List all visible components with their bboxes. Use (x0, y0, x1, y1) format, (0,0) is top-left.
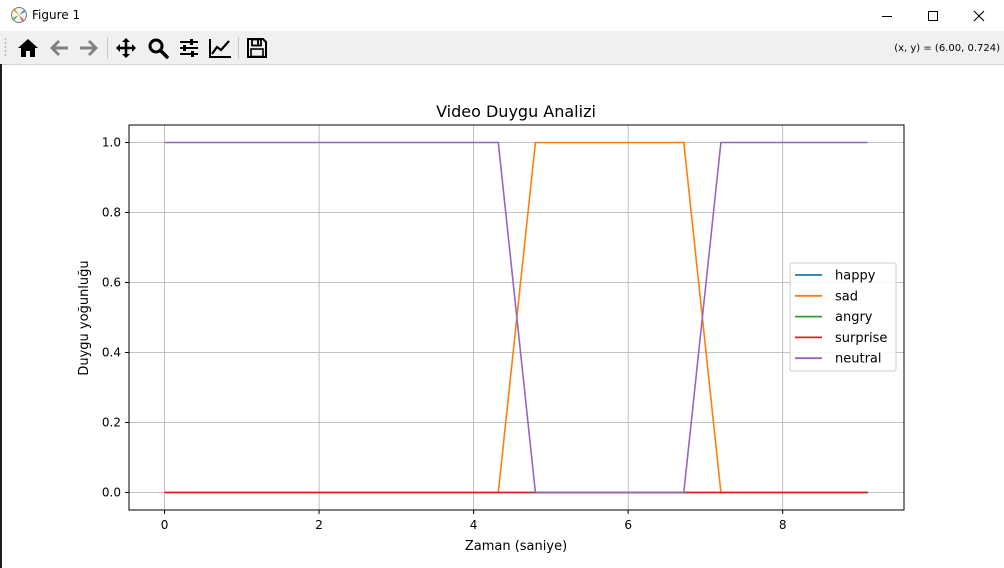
pan-move-icon (116, 38, 136, 58)
y-tick-label: 0.6 (102, 276, 121, 290)
matplotlib-app-icon (11, 7, 27, 23)
x-tick-label: 4 (470, 518, 478, 532)
configure-subplots-icon (180, 39, 198, 57)
window-left-edge (0, 64, 2, 568)
toolbar-separator (107, 37, 108, 59)
y-tick-label: 0.4 (102, 346, 121, 360)
maximize-icon (928, 10, 938, 21)
series-lines (164, 141, 868, 494)
legend-label-angry: angry (835, 310, 873, 325)
y-tick-label: 1.0 (102, 136, 121, 150)
x-tick-label: 6 (624, 518, 632, 532)
x-axis-label: Zaman (saniye) (465, 539, 567, 554)
x-tick-label: 8 (779, 518, 787, 532)
forward-button[interactable] (77, 36, 101, 60)
cursor-coordinates-readout: (x, y) = (6.00, 0.724) (894, 43, 1000, 54)
y-axis-label: Duygu yoğunluğu (77, 260, 92, 375)
legend-label-surprise: surprise (835, 331, 887, 346)
series-line-neutral (164, 141, 868, 494)
legend-label-sad: sad (835, 289, 858, 304)
zoom-button[interactable] (146, 36, 170, 60)
close-button[interactable] (956, 0, 1002, 31)
title-bar[interactable]: Figure 1 (0, 0, 1004, 31)
save-button[interactable] (245, 36, 269, 60)
x-tick-label: 0 (161, 518, 169, 532)
y-tick-label: 0.2 (102, 416, 121, 430)
zoom-magnifier-icon (148, 38, 169, 59)
navigation-toolbar (0, 31, 1004, 65)
close-icon (973, 10, 985, 21)
axes-border (128, 124, 905, 511)
toolbar-separator (238, 37, 239, 59)
legend-label-happy: happy (835, 269, 876, 284)
home-icon (18, 39, 38, 57)
axes-frame (128, 124, 905, 511)
configure-subplots-button[interactable] (177, 36, 201, 60)
minimize-button[interactable] (864, 0, 910, 31)
x-tick-label: 2 (315, 518, 323, 532)
home-button[interactable] (16, 36, 40, 60)
y-tick-label: 0.8 (102, 206, 121, 220)
maximize-button[interactable] (910, 0, 956, 31)
legend-box (789, 262, 897, 372)
toolbar-grip-icon[interactable] (4, 37, 7, 59)
legend: happy sad angry surprise neutral (789, 262, 897, 372)
edit-axis-icon (209, 39, 231, 58)
save-disk-icon (247, 38, 267, 58)
window-title: Figure 1 (32, 8, 81, 22)
legend-label-neutral: neutral (835, 352, 882, 367)
chart-title: Video Duygu Analizi (436, 102, 596, 121)
y-tick-label: 0.0 (102, 486, 121, 500)
back-button[interactable] (47, 36, 71, 60)
pan-button[interactable] (114, 36, 138, 60)
edit-axis-button[interactable] (208, 36, 232, 60)
forward-arrow-icon (80, 40, 98, 56)
minimize-icon (882, 15, 892, 17)
axis-ticks: 0 2 4 6 8 0.0 0.2 0.4 0.6 0.8 1.0 (102, 136, 787, 533)
back-arrow-icon (50, 40, 68, 56)
